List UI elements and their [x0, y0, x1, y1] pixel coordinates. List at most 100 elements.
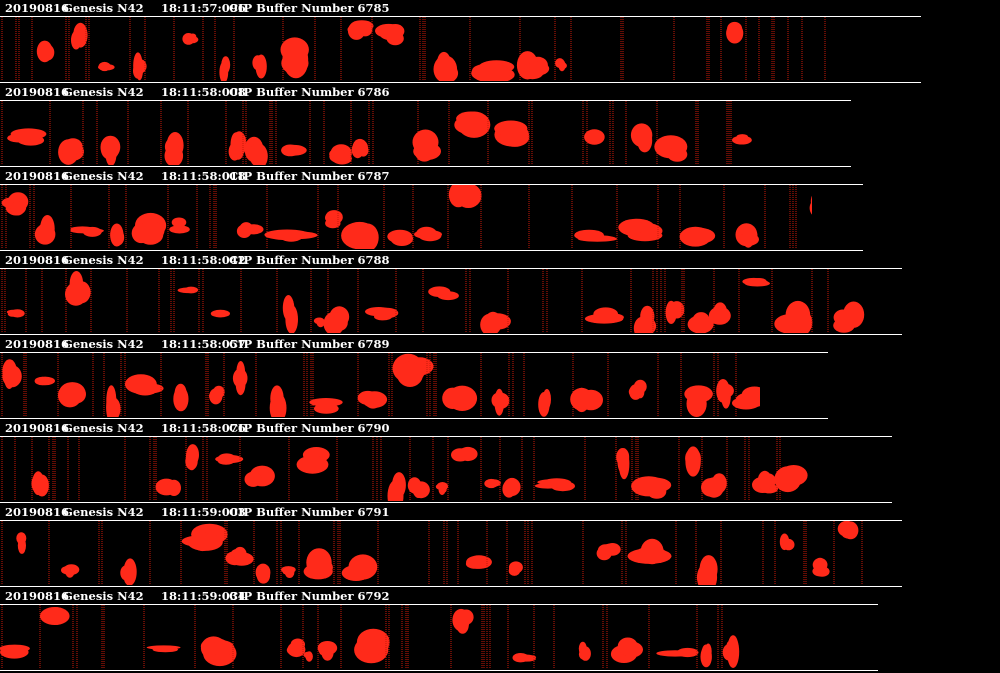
particle-blob — [313, 317, 325, 328]
particle-blob — [732, 134, 752, 145]
buffer-date: 20190816 — [5, 169, 70, 183]
particle-blob — [357, 390, 388, 409]
buffer-number-label: CIP Buffer Number 6791 — [229, 505, 390, 519]
particle-blob — [375, 23, 405, 46]
cip-buffer: 20190816 Genesis N42 18:11:57:096 CIP Buffe… — [0, 0, 1000, 84]
particle-blob — [341, 221, 379, 249]
particle-blob — [387, 229, 414, 246]
buffer-date: 20190816 — [5, 505, 70, 519]
strip-top-rule — [0, 436, 892, 437]
particle-blob — [480, 311, 511, 333]
particle-blob — [210, 309, 230, 318]
particle-blob — [120, 558, 137, 585]
particle-blob — [494, 120, 530, 147]
particle-images — [1, 521, 863, 585]
particle-blob — [236, 222, 264, 238]
buffer-time: 18:11:59:034 — [161, 589, 246, 603]
strip-bottom-rule — [0, 334, 902, 335]
particle-blob — [491, 388, 510, 416]
particle-blob — [471, 60, 515, 81]
buffer-date: 20190816 — [5, 253, 70, 267]
particle-blob — [812, 557, 830, 577]
particle-image-strip — [0, 521, 868, 587]
particle-blob — [508, 561, 523, 576]
particle-blob — [392, 353, 434, 387]
particle-blob — [34, 376, 55, 386]
buffer-header: 20190816 Genesis N42 18:11:58:008 CIP Buffe… — [0, 84, 1000, 100]
particle-image-strip — [0, 353, 760, 419]
particle-blob — [351, 138, 369, 159]
strip-top-rule — [0, 100, 851, 101]
buffer-header: 20190816 Genesis N42 18:11:59:034 CIP Buffe… — [0, 588, 1000, 604]
particle-images — [1, 17, 826, 81]
buffer-date: 20190816 — [5, 589, 70, 603]
particle-blob — [742, 277, 770, 287]
particle-blob — [169, 217, 190, 234]
particle-blob — [555, 58, 567, 72]
particle-blob — [665, 300, 685, 324]
particle-blob — [414, 226, 442, 242]
particle-blob — [252, 54, 267, 79]
probe-name: Genesis N42 — [63, 85, 144, 99]
probe-name: Genesis N42 — [63, 1, 144, 15]
particle-blob — [570, 387, 603, 413]
particle-blob — [309, 398, 343, 414]
particle-image-strip — [0, 269, 865, 335]
particle-blob — [809, 195, 812, 215]
particle-blob — [228, 131, 247, 161]
particle-blob — [98, 61, 115, 72]
particle-blob — [0, 644, 30, 659]
particle-blob — [6, 309, 25, 318]
particle-blob — [269, 385, 287, 417]
particle-blob — [538, 389, 552, 417]
particle-blob — [323, 306, 350, 333]
probe-name: Genesis N42 — [63, 505, 144, 519]
particle-blob — [70, 226, 104, 237]
particle-blob — [133, 52, 147, 81]
buffer-header: 20190816 Genesis N42 18:11:58:057 CIP Buffe… — [0, 336, 1000, 352]
particle-blob — [435, 482, 448, 495]
strip-top-rule — [0, 184, 863, 185]
particle-blob — [534, 478, 575, 492]
particle-blob — [465, 555, 492, 569]
particle-blob — [365, 307, 399, 321]
particle-blob — [633, 305, 657, 333]
particle-blob — [177, 286, 199, 294]
particle-blob — [354, 628, 390, 664]
particle-blob — [726, 21, 744, 44]
particle-blob — [628, 379, 647, 400]
particle-images — [1, 101, 752, 165]
particle-images — [1, 185, 812, 249]
buffer-header: 20190816 Genesis N42 18:11:58:076 CIP Buffe… — [0, 420, 1000, 436]
probe-name: Genesis N42 — [63, 253, 144, 267]
particle-blob — [631, 476, 672, 499]
particle-blob — [181, 523, 228, 552]
particle-blob — [684, 385, 713, 417]
particle-blob — [131, 212, 167, 245]
particle-blob — [280, 37, 309, 79]
particle-image-strip — [0, 17, 838, 83]
particle-blob — [164, 132, 184, 165]
particle-blob — [182, 33, 199, 45]
particle-blob — [282, 295, 298, 333]
particle-blob — [679, 226, 716, 247]
particle-blob — [618, 218, 663, 242]
buffer-time: 18:11:58:057 — [161, 337, 246, 351]
particle-blob — [329, 144, 352, 165]
particle-blob — [155, 478, 181, 496]
particle-blob — [685, 446, 701, 477]
particle-blob — [407, 477, 430, 499]
particle-blob — [124, 374, 164, 396]
probe-name: Genesis N42 — [63, 169, 144, 183]
buffer-time: 18:11:59:003 — [161, 505, 246, 519]
buffer-header: 20190816 Genesis N42 18:11:58:042 CIP Buffe… — [0, 252, 1000, 268]
particle-blob — [452, 608, 474, 634]
cip-buffer: 20190816 Genesis N42 18:11:58:008 CIP Buffe… — [0, 84, 1000, 168]
particle-blob — [61, 564, 80, 578]
buffer-time: 18:11:58:008 — [161, 85, 246, 99]
cip-buffer: 20190816 Genesis N42 18:11:58:057 CIP Buffe… — [0, 336, 1000, 420]
particle-blob — [225, 546, 254, 566]
particle-blob — [100, 135, 121, 165]
buffer-number-label: CIP Buffer Number 6790 — [229, 421, 390, 435]
particle-blob — [173, 383, 189, 412]
